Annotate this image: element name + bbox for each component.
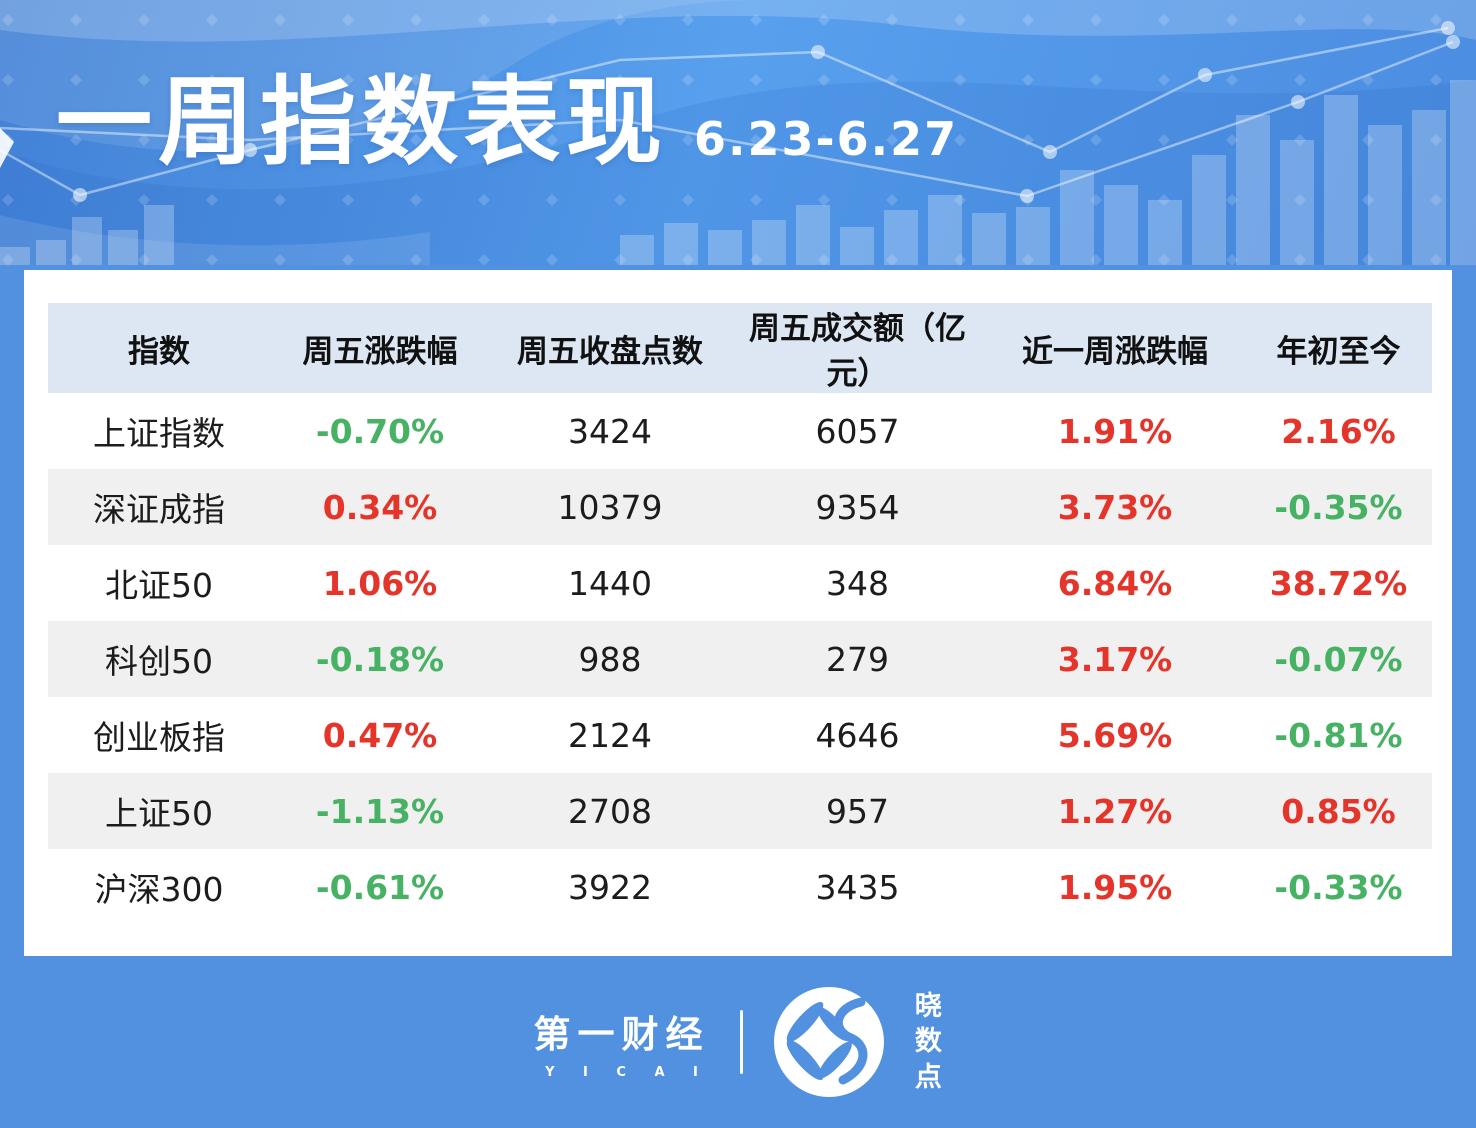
page-title: 一周指数表现 xyxy=(56,66,668,178)
ytd-value: 2.16% xyxy=(1281,411,1396,451)
week-change-value: 1.91% xyxy=(1057,411,1173,451)
table-row: 上证50 -1.13% 2708 957 1.27% 0.85% xyxy=(48,773,1432,849)
friday-change-value: -0.70% xyxy=(315,411,445,451)
col-header-week-change: 近一周涨跌幅 xyxy=(985,303,1245,393)
friday-turnover-value: 9354 xyxy=(815,487,900,527)
index-name: 深证成指 xyxy=(93,490,225,529)
friday-turnover-value: 348 xyxy=(826,563,889,603)
week-change-value: 1.27% xyxy=(1057,791,1173,831)
index-name: 科创50 xyxy=(105,642,213,681)
index-name: 创业板指 xyxy=(93,718,225,757)
col-header-ytd: 年初至今 xyxy=(1245,303,1432,393)
table-row: 科创50 -0.18% 988 279 3.17% -0.07% xyxy=(48,621,1432,697)
xiaoshudian-logo-icon xyxy=(773,987,884,1097)
friday-change-value: 1.06% xyxy=(322,563,438,603)
week-change-value: 5.69% xyxy=(1057,715,1173,755)
friday-change-value: 0.34% xyxy=(322,487,438,527)
ytd-value: 38.72% xyxy=(1269,563,1408,603)
table-row: 沪深300 -0.61% 3922 3435 1.95% -0.33% xyxy=(48,849,1432,925)
index-name: 上证50 xyxy=(105,794,213,833)
index-performance-table: 指数 周五涨跌幅 周五收盘点数 周五成交额（亿元） 近一周涨跌幅 年初至今 上证… xyxy=(48,303,1432,925)
friday-close-value: 988 xyxy=(578,639,642,679)
banner-chart-pattern-icon xyxy=(0,0,1476,265)
xiaoshudian-logo-text: 晓 数 点 xyxy=(914,991,943,1093)
col-header-friday-change: 周五涨跌幅 xyxy=(270,303,490,393)
date-range: 6.23-6.27 xyxy=(694,112,959,166)
friday-turnover-value: 6057 xyxy=(815,411,900,451)
ytd-value: -0.35% xyxy=(1274,487,1403,527)
friday-turnover-value: 3435 xyxy=(815,867,900,907)
ytd-value: -0.33% xyxy=(1274,867,1403,907)
ytd-value: -0.81% xyxy=(1274,715,1403,755)
yicai-logo-subtext: Y I C A I xyxy=(545,1065,710,1080)
week-change-value: 1.95% xyxy=(1057,867,1173,907)
friday-close-value: 3922 xyxy=(568,867,652,907)
week-change-value: 3.17% xyxy=(1057,639,1173,679)
friday-change-value: -0.61% xyxy=(315,867,445,907)
week-change-value: 6.84% xyxy=(1057,563,1173,603)
yicai-logo: 第一财经 Y I C A I xyxy=(533,1004,710,1080)
ytd-value: -0.07% xyxy=(1274,639,1403,679)
week-change-value: 3.73% xyxy=(1057,487,1173,527)
friday-turnover-value: 957 xyxy=(826,791,889,831)
yicai-logo-text: 第一财经 xyxy=(533,1013,710,1056)
index-name: 上证指数 xyxy=(93,414,225,453)
banner-title-group: 一周指数表现 6.23-6.27 xyxy=(56,66,959,178)
footer: 第一财经 Y I C A I 晓 数 点 xyxy=(0,956,1476,1128)
index-name: 沪深300 xyxy=(94,870,224,909)
friday-change-value: -0.18% xyxy=(315,639,445,679)
friday-turnover-value: 4646 xyxy=(815,715,900,755)
friday-close-value: 2708 xyxy=(568,791,652,831)
index-name: 北证50 xyxy=(105,566,213,605)
friday-turnover-value: 279 xyxy=(826,639,889,679)
col-header-friday-turnover: 周五成交额（亿元） xyxy=(730,303,985,393)
table-row: 创业板指 0.47% 2124 4646 5.69% -0.81% xyxy=(48,697,1432,773)
friday-close-value: 2124 xyxy=(568,715,652,755)
friday-change-value: 0.47% xyxy=(322,715,438,755)
table-row: 北证50 1.06% 1440 348 6.84% 38.72% xyxy=(48,545,1432,621)
banner: 一周指数表现 6.23-6.27 xyxy=(0,0,1476,265)
col-header-friday-close: 周五收盘点数 xyxy=(490,303,730,393)
friday-close-value: 3424 xyxy=(568,411,652,451)
table-header-row: 指数 周五涨跌幅 周五收盘点数 周五成交额（亿元） 近一周涨跌幅 年初至今 xyxy=(48,303,1432,393)
ytd-value: 0.85% xyxy=(1281,791,1396,831)
table-row: 深证成指 0.34% 10379 9354 3.73% -0.35% xyxy=(48,469,1432,545)
index-table-card: 指数 周五涨跌幅 周五收盘点数 周五成交额（亿元） 近一周涨跌幅 年初至今 上证… xyxy=(24,270,1452,956)
friday-close-value: 1440 xyxy=(568,563,652,603)
footer-divider xyxy=(739,1010,743,1074)
col-header-index: 指数 xyxy=(48,303,270,393)
friday-change-value: -1.13% xyxy=(315,791,445,831)
table-row: 上证指数 -0.70% 3424 6057 1.91% 2.16% xyxy=(48,393,1432,469)
friday-close-value: 10379 xyxy=(557,487,663,527)
